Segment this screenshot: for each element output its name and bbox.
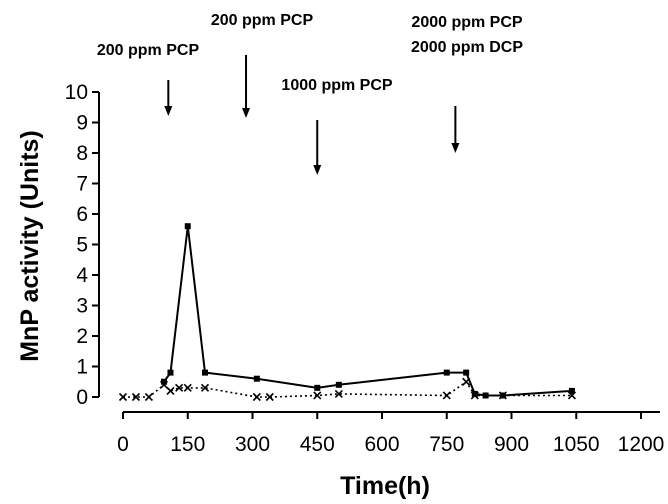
- x-tick-label: 1200: [618, 433, 665, 456]
- x-axis-title: Time(h): [340, 472, 430, 500]
- series-1-point: [314, 384, 321, 391]
- series-1-point: [167, 369, 174, 376]
- y-tick-label: 9: [76, 112, 88, 135]
- series-2-point: [470, 391, 479, 400]
- annotation-arrowhead: [164, 106, 173, 116]
- x-tick-label: 900: [494, 433, 529, 456]
- y-ticks: 0 1 2 3 4 5 6 7 8 9 10: [65, 81, 99, 409]
- annotation-arrowhead: [313, 165, 322, 175]
- annotations: 200 ppm PCP 200 ppm PCP 1000 ppm PCP 2000 p…: [97, 12, 523, 175]
- series-2-point: [313, 391, 322, 400]
- y-tick-label: 6: [76, 203, 88, 226]
- series-2-point: [462, 377, 471, 386]
- series-1-point: [335, 381, 342, 388]
- annotation-label: 200 ppm PCP: [211, 12, 314, 29]
- y-tick-label: 5: [76, 234, 88, 257]
- y-tick-label: 8: [76, 142, 88, 165]
- series-1-point: [443, 369, 450, 376]
- y-tick-label: 3: [76, 295, 88, 318]
- y-tick-label: 0: [76, 386, 88, 409]
- series-1-point: [202, 369, 209, 376]
- series-2-point: [265, 392, 274, 402]
- x-tick-label: 1050: [553, 433, 600, 456]
- annotation-2: 200 ppm PCP: [211, 12, 314, 118]
- series-1-point: [471, 390, 478, 397]
- axes: [98, 92, 660, 413]
- series-1-point: [184, 223, 191, 230]
- series-2-point: [166, 386, 175, 395]
- annotation-label: 200 ppm PCP: [97, 42, 200, 59]
- y-tick-label: 10: [65, 81, 88, 104]
- series-2-point: [200, 383, 210, 392]
- annotation-arrowhead: [242, 108, 251, 118]
- series-1-point: [463, 369, 470, 376]
- series-2-point: [175, 383, 184, 392]
- x-tick-label: 450: [300, 433, 335, 456]
- series-2-point: [442, 391, 451, 400]
- x-tick-label: 750: [429, 433, 464, 456]
- series-1-point: [482, 392, 489, 399]
- annotation-label: 1000 ppm PCP: [281, 77, 392, 94]
- y-axis-title: MnP activity (Units): [16, 130, 44, 362]
- y-tick-label: 1: [76, 356, 88, 379]
- y-tick-label: 2: [76, 325, 88, 348]
- annotation-4: 2000 ppm PCP 2000 ppm DCP: [411, 14, 523, 153]
- annotation-label: 2000 ppm PCP: [411, 14, 522, 31]
- y-tick-label: 4: [76, 264, 88, 287]
- series-2-point: [498, 391, 507, 400]
- series-1-point: [161, 378, 168, 385]
- annotation-label: 2000 ppm DCP: [411, 39, 523, 56]
- series-2-point: [144, 392, 153, 402]
- series-1-point: [568, 387, 575, 394]
- series-1-point: [253, 375, 260, 382]
- x-ticks: 0 150 300 450 600 750 900 1050 1200: [117, 412, 664, 456]
- series-2-point: [118, 392, 128, 402]
- series-2-point: [131, 392, 141, 402]
- series-layer: [118, 223, 576, 402]
- y-tick-label: 7: [76, 173, 88, 196]
- annotation-1: 200 ppm PCP: [97, 42, 200, 116]
- x-tick-label: 0: [117, 433, 129, 456]
- series-2-point: [159, 380, 169, 389]
- series-1-line: [163, 226, 572, 397]
- x-tick-label: 600: [364, 433, 399, 456]
- series-2-point: [334, 389, 343, 399]
- series-2-point: [567, 391, 576, 400]
- x-tick-label: 300: [235, 433, 270, 456]
- annotation-arrowhead: [451, 143, 460, 153]
- x-tick-label: 150: [170, 433, 205, 456]
- series-2-point: [252, 392, 261, 402]
- annotation-3: 1000 ppm PCP: [281, 77, 393, 175]
- series-2-point: [183, 383, 192, 392]
